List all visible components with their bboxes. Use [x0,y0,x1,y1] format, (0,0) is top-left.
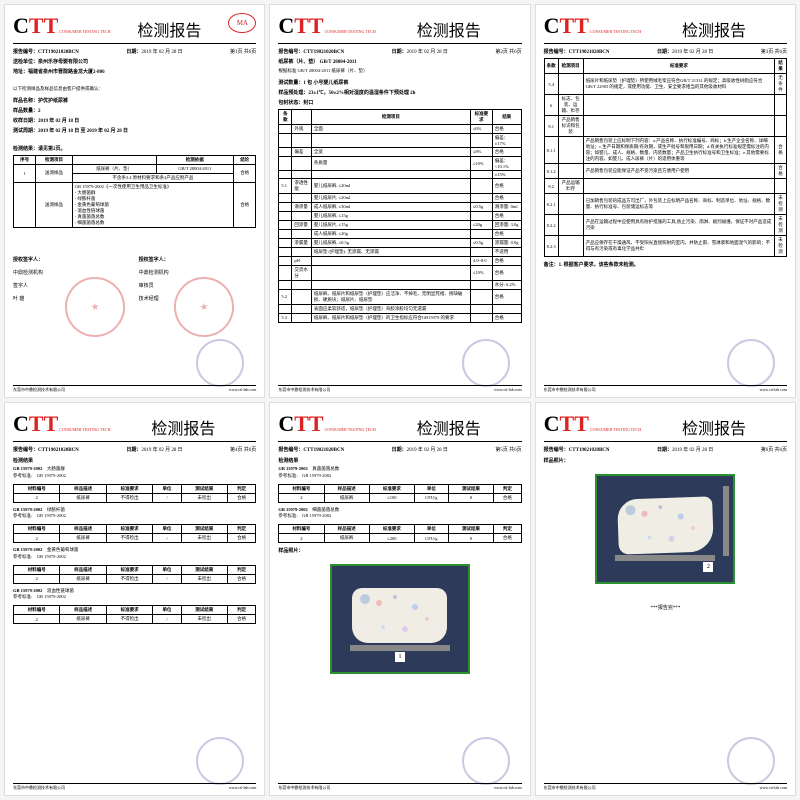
logo-t1: T [29,13,44,39]
report-page-2: CTTCONSUMER TESTING TECH 检测报告 报告编号：CTT19… [269,4,530,398]
report-page-4: CTTCONSUMER TESTING TECH 检测报告 报告编号：CTT19… [4,402,265,796]
stamp-purple [196,339,244,387]
stamp-purple [727,339,775,387]
report-page-1: C T T CONSUMER TESTING TECH 检测报告 MA 报告编号… [4,4,265,398]
microbial-result-table: 材料编号样品描述标准要求单位测试结果判定2纸尿裤≤100CFU/g0合格 [278,484,521,503]
microbial-result-table: 材料编号样品描述标准要求单位测试结果判定2纸尿裤不得检出/未检出合格 [13,484,256,503]
report-title: 检测报告 [110,13,228,41]
page-footer: 东莞市中鼎检测技术有限公司www.ctt-lab.com [13,385,256,393]
ruler-horizontal [350,645,450,651]
cma-text: MA [237,19,248,27]
diaper-sample-icon [352,588,447,643]
photo-number-badge: 1 [395,652,405,662]
page-header: C T T CONSUMER TESTING TECH 检测报告 MA [13,13,256,44]
ruler-horizontal [615,555,715,561]
report-page-3: CTTCONSUMER TESTING TECH 检测报告 报告编号：CTT19… [535,4,796,398]
signature-area: 授权签字人： 中鼎检测机构 签字人 叶 雄 授权签字人： 中鼎检测机构 审核员 … [13,256,256,308]
stamp-purple [462,737,510,785]
p2-results-table: 条款检测项目标准要求结果外观全面≤6%合格偏差：±17%偏差全宽≤8%合格条质量… [278,109,521,323]
cma-badge: MA [228,13,256,33]
microbial-result-table: 材料编号样品描述标准要求单位测试结果判定2纸尿裤不得检出/未检出合格 [13,605,256,624]
sample-photo-2: 2 [595,474,735,584]
microbial-result-table: 材料编号样品描述标准要求单位测试结果判定2纸尿裤不得检出/未检出合格 [13,565,256,584]
sample-photo-1: 1 [330,564,470,674]
diaper-sample-icon [617,496,714,554]
report-end-mark: ***报告完*** [544,604,787,611]
p1-summary-table: 序号检测项目检测依据结论 1送测样品纸尿裤（片、垫）GB/T 28004-201… [13,155,256,228]
logo-subtitle: CONSUMER TESTING TECH [59,29,110,34]
ruler-vertical [723,486,729,556]
report-page-5: CTTCONSUMER TESTING TECH 检测报告 报告编号：CTT19… [269,402,530,796]
stamp-purple [727,737,775,785]
stamp-purple [196,737,244,785]
microbial-result-table: 材料编号样品描述标准要求单位测试结果判定2纸尿裤≤200CFU/g0合格 [278,524,521,543]
p3-requirements-table: 条款检测项目标准要求结果5.4纸尿片和纸尿垫（护理垫）所使用绒毛浆应符合GB/T… [544,58,787,257]
intro-text: 以下检测样品及样品信息由客户提供或确认： [13,86,256,93]
ctt-logo: C T T CONSUMER TESTING TECH [13,13,110,39]
stamp-purple [462,339,510,387]
meta-row: 报告编号：CTT19021020BCN 日期：2019 年 02 月 28 日 … [13,48,256,55]
microbial-result-table: 材料编号样品描述标准要求单位测试结果判定2纸尿裤不得检出/未检出合格 [13,524,256,543]
photo-number-badge: 2 [703,562,713,572]
logo-c: C [13,13,29,39]
report-page-6: CTTCONSUMER TESTING TECH 检测报告 报告编号：CTT19… [535,402,796,796]
logo-t2: T [44,13,59,39]
